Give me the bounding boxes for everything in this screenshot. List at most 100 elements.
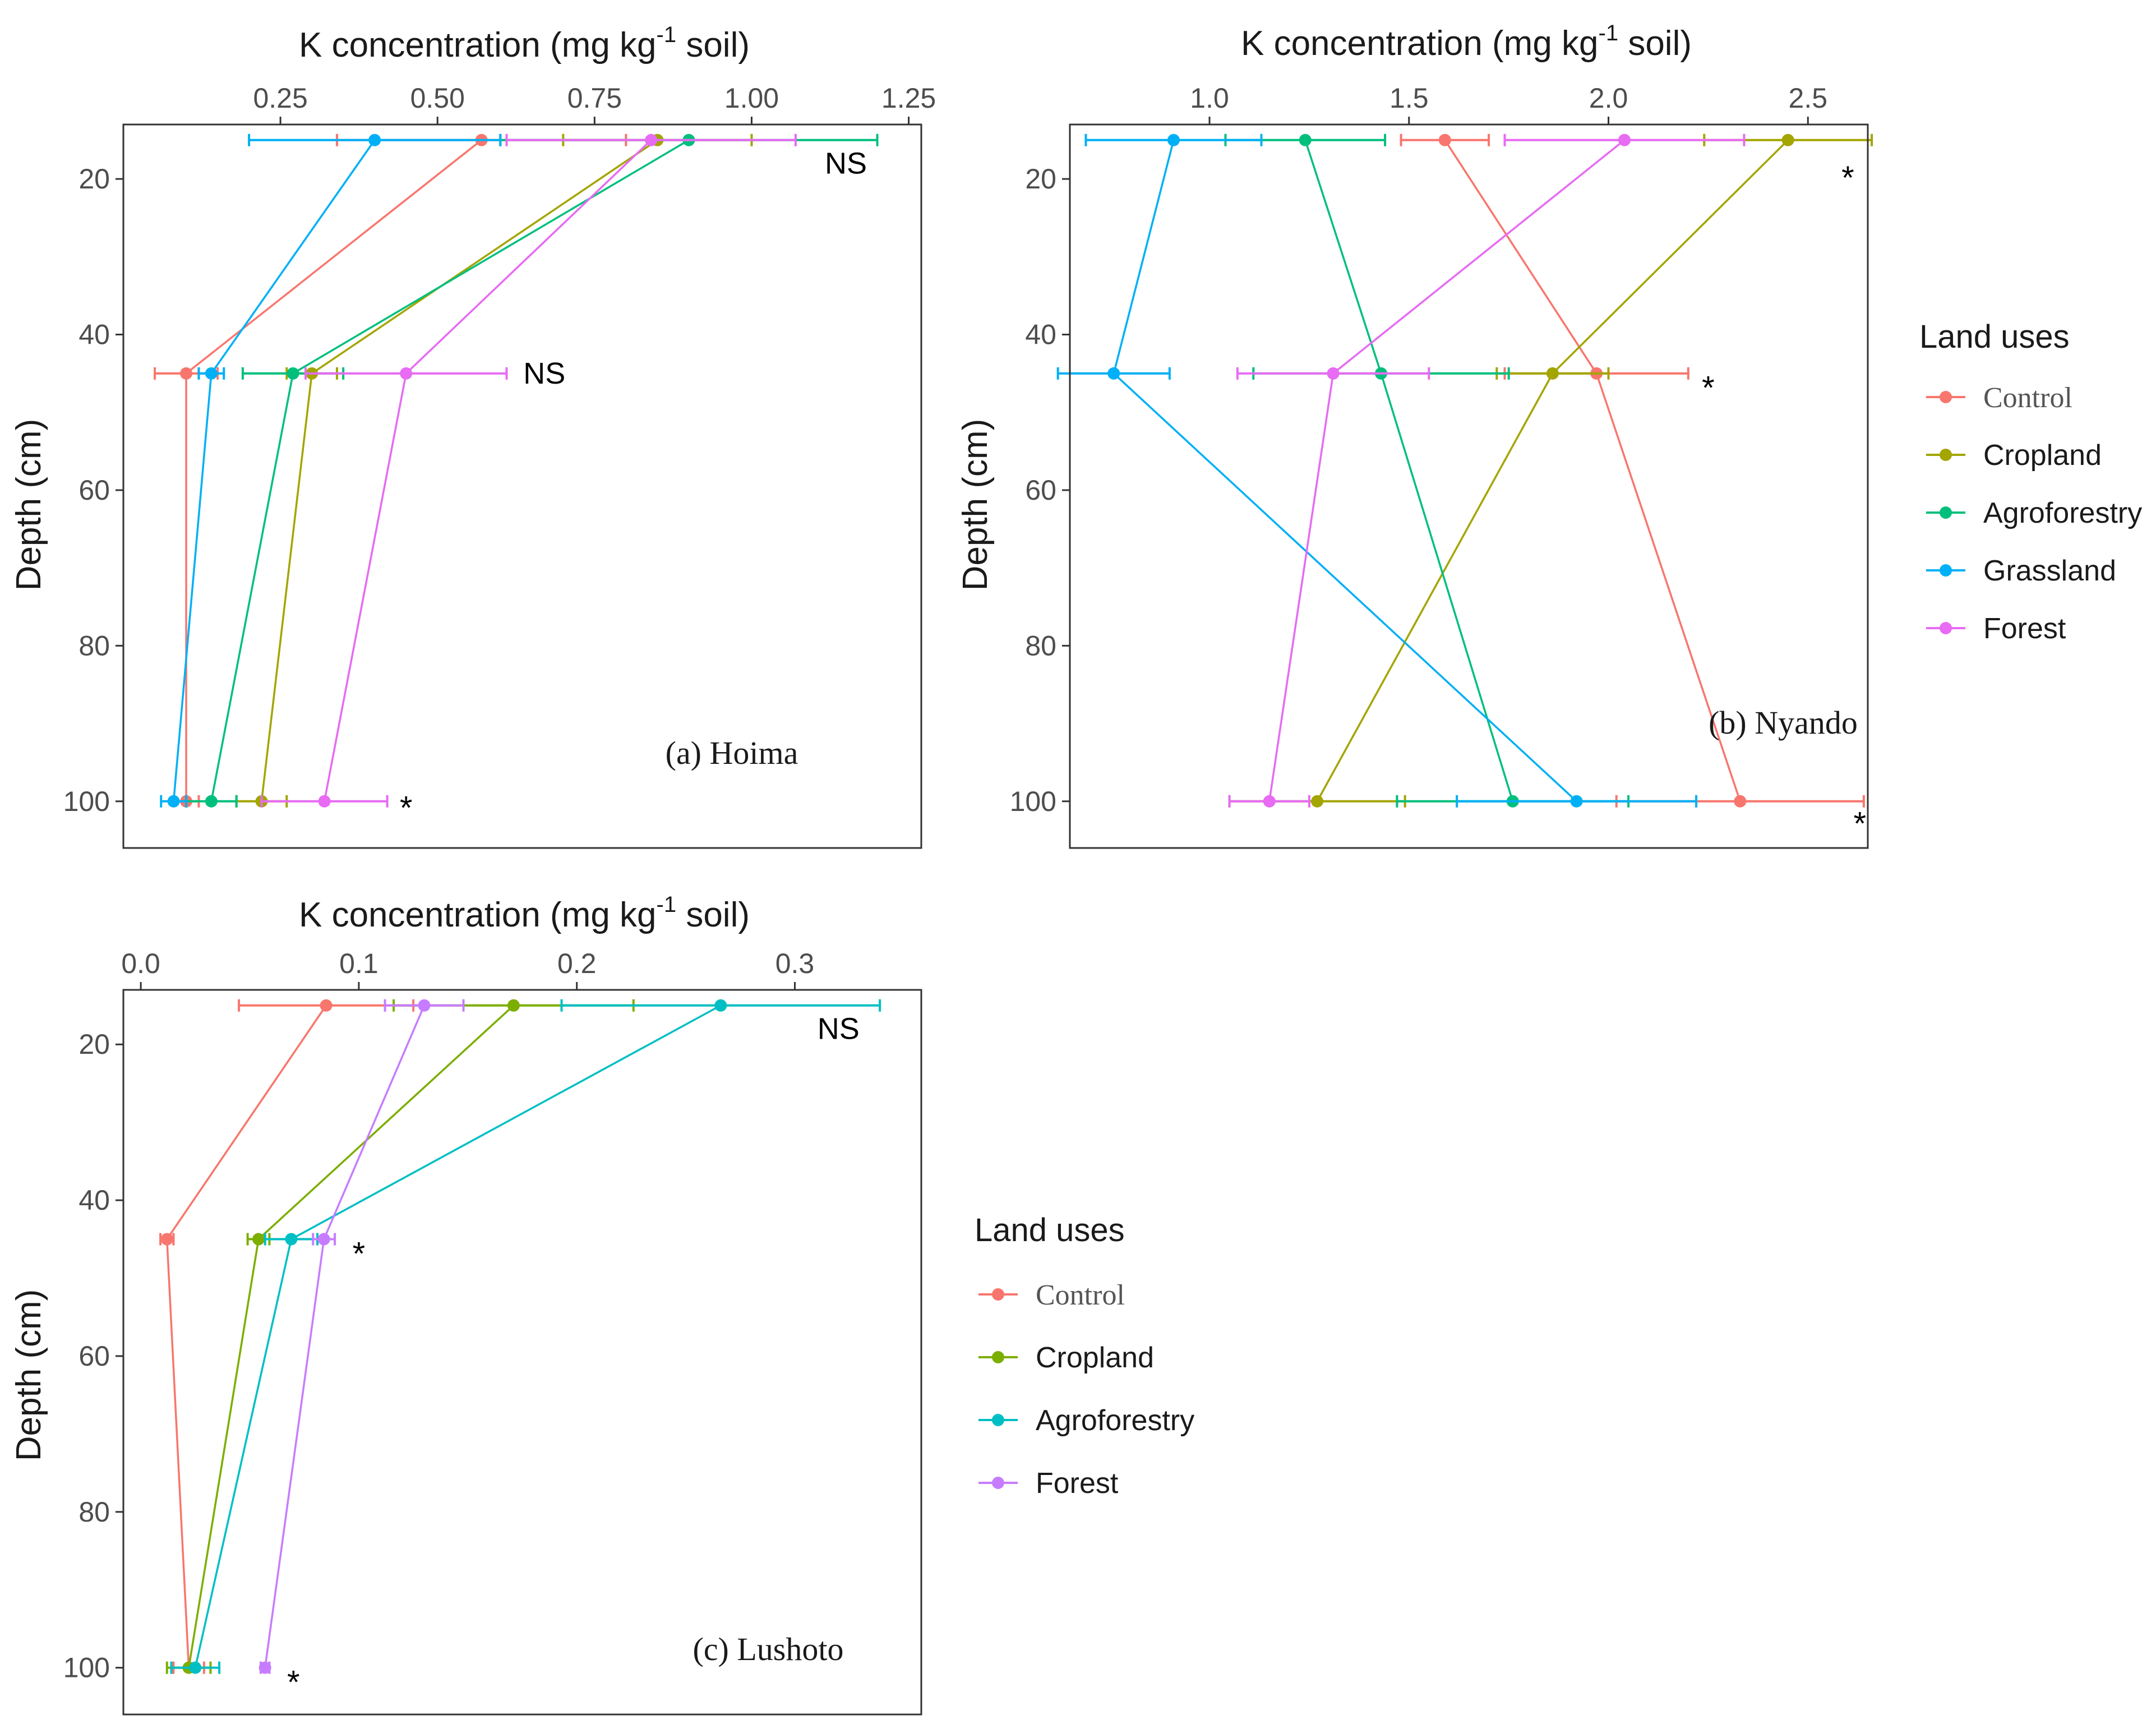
y-tick-label: 100 <box>63 786 110 817</box>
x-tick-label: 0.75 <box>567 82 622 114</box>
legend-item-cropland: Cropland <box>978 1342 1154 1374</box>
data-point <box>1546 367 1559 380</box>
data-point <box>180 367 193 380</box>
y-tick-label: 100 <box>1010 786 1056 817</box>
x-tick-label: 2.0 <box>1589 82 1628 114</box>
legend-item-grassland: Grassland <box>1926 555 2116 587</box>
significance-label: NS <box>523 357 565 390</box>
legend-item-agroforestry: Agroforestry <box>1926 497 2142 529</box>
data-point <box>1618 133 1631 146</box>
plot-frame <box>1069 123 1869 849</box>
legend-top: Land uses Control Cropland Agroforestry Gra… <box>1919 319 2142 645</box>
legend-item-forest: Forest <box>978 1467 1119 1500</box>
series-line <box>1268 139 1626 802</box>
x-axis-title: K concentration (mg kg-1 soil) <box>299 22 750 64</box>
legend-key-point <box>992 1477 1004 1489</box>
data-point <box>1327 367 1340 380</box>
data-point <box>400 367 413 380</box>
data-point <box>418 999 431 1012</box>
legend-key-point <box>1940 564 1952 577</box>
x-tick-label: 0.1 <box>339 948 378 979</box>
data-point <box>205 795 218 808</box>
significance-label: * <box>400 790 413 827</box>
data-point <box>167 795 180 808</box>
y-tick-label: 20 <box>1025 163 1056 195</box>
legend-key-point <box>992 1351 1004 1363</box>
significance-label: NS <box>825 146 867 180</box>
series-cropland <box>235 133 753 808</box>
significance-label: * <box>1841 160 1854 196</box>
legend-key-point <box>992 1288 1004 1301</box>
panel-lushoto: K concentration (mg kg-1 soil) Depth (cm… <box>10 892 922 1716</box>
data-point <box>160 1233 173 1246</box>
series-agroforestry <box>170 999 881 1674</box>
series-line <box>187 1004 515 1668</box>
series-agroforestry <box>185 133 879 808</box>
data-point <box>1438 133 1451 146</box>
legend-label: Agroforestry <box>1983 497 2142 529</box>
legend-title: Land uses <box>975 1212 1125 1248</box>
legend-item-forest: Forest <box>1926 612 2066 645</box>
x-tick-label: 0.0 <box>121 948 160 979</box>
legend-item-control: Control <box>978 1279 1125 1311</box>
panel-hoima: K concentration (mg kg-1 soil) Depth (cm… <box>10 22 936 849</box>
data-point <box>287 367 299 380</box>
data-point <box>1570 795 1583 808</box>
legend-item-agroforestry: Agroforestry <box>978 1404 1194 1437</box>
y-tick-label: 40 <box>79 319 110 351</box>
data-point <box>318 795 331 808</box>
data-point <box>507 999 520 1012</box>
data-point <box>252 1233 265 1246</box>
data-point <box>1734 795 1747 808</box>
y-tick-label: 80 <box>1025 630 1056 661</box>
panel-title: (a) Hoima <box>666 735 798 771</box>
series-grassland <box>1056 133 1698 808</box>
legend-item-control: Control <box>1926 382 2072 414</box>
series-line <box>323 139 652 802</box>
y-tick-label: 20 <box>79 163 110 195</box>
significance-label: * <box>287 1664 300 1700</box>
data-point <box>1781 133 1794 146</box>
y-axis-title: Depth (cm) <box>10 419 48 591</box>
y-axis-title: Depth (cm) <box>956 419 995 591</box>
significance-label: NS <box>818 1012 860 1045</box>
y-tick-label: 40 <box>79 1184 110 1216</box>
x-axis-title: K concentration (mg kg-1 soil) <box>299 892 750 934</box>
series-line <box>165 1004 327 1668</box>
series-line <box>194 1004 722 1668</box>
y-tick-label: 80 <box>79 1496 110 1528</box>
legend-label: Control <box>1036 1279 1125 1311</box>
x-tick-label: 2.5 <box>1789 82 1828 114</box>
series-line <box>1316 139 1789 802</box>
panel-title: (c) Lushoto <box>693 1631 844 1667</box>
series-forest <box>1228 133 1746 808</box>
data-point <box>205 367 218 380</box>
data-point <box>285 1233 298 1246</box>
x-tick-label: 0.50 <box>410 82 465 114</box>
y-tick-label: 20 <box>79 1029 110 1060</box>
legend-item-cropland: Cropland <box>1926 439 2102 472</box>
data-point <box>1311 795 1324 808</box>
data-point <box>368 133 381 146</box>
data-point <box>258 1661 271 1674</box>
x-tick-label: 1.00 <box>724 82 779 114</box>
legend-key-point <box>1940 622 1952 634</box>
series-control <box>154 133 627 808</box>
y-tick-label: 80 <box>79 630 110 661</box>
x-tick-label: 0.2 <box>557 948 597 979</box>
x-tick-label: 0.25 <box>253 82 307 114</box>
series-line <box>260 139 658 801</box>
x-axis-title: K concentration (mg kg-1 soil) <box>1241 21 1692 63</box>
series-line <box>1444 139 1741 802</box>
y-tick-label: 60 <box>79 474 110 506</box>
data-point <box>189 1661 202 1674</box>
plot-frame <box>122 123 922 849</box>
data-point <box>317 1233 330 1246</box>
significance-label: * <box>1702 370 1715 407</box>
series-line <box>210 139 690 802</box>
x-tick-label: 1.25 <box>881 82 936 114</box>
legend-label: Control <box>1983 382 2072 414</box>
legend-key-point <box>1940 391 1952 403</box>
series-line <box>1304 140 1514 802</box>
